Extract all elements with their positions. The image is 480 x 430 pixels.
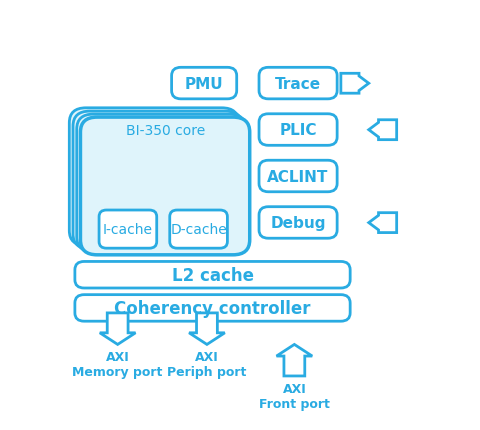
FancyBboxPatch shape xyxy=(75,262,350,289)
Text: Memory port: Memory port xyxy=(72,366,163,378)
FancyBboxPatch shape xyxy=(81,118,250,255)
Text: AXI: AXI xyxy=(106,350,130,363)
FancyBboxPatch shape xyxy=(259,161,337,192)
FancyBboxPatch shape xyxy=(75,295,350,322)
Text: Coherency controller: Coherency controller xyxy=(114,299,311,317)
Text: Debug: Debug xyxy=(270,215,326,230)
FancyBboxPatch shape xyxy=(73,112,242,249)
Text: L2 cache: L2 cache xyxy=(171,266,253,284)
FancyBboxPatch shape xyxy=(259,68,337,100)
Text: PMU: PMU xyxy=(185,77,224,91)
Polygon shape xyxy=(189,313,225,344)
Text: PLIC: PLIC xyxy=(279,123,317,138)
FancyBboxPatch shape xyxy=(259,114,337,146)
Text: D-cache: D-cache xyxy=(170,223,227,237)
FancyBboxPatch shape xyxy=(172,68,237,100)
Text: AXI: AXI xyxy=(195,350,219,363)
Text: I-cache: I-cache xyxy=(103,223,153,237)
FancyBboxPatch shape xyxy=(170,211,228,249)
FancyBboxPatch shape xyxy=(69,108,239,246)
Polygon shape xyxy=(100,313,135,344)
Polygon shape xyxy=(369,213,396,233)
FancyBboxPatch shape xyxy=(99,211,156,249)
Text: Periph port: Periph port xyxy=(167,366,247,378)
Text: Trace: Trace xyxy=(275,77,321,91)
Text: Front port: Front port xyxy=(259,397,330,410)
FancyBboxPatch shape xyxy=(259,207,337,239)
Text: BI-350 core: BI-350 core xyxy=(126,124,205,138)
Text: AXI: AXI xyxy=(283,382,306,395)
FancyBboxPatch shape xyxy=(77,115,246,252)
Polygon shape xyxy=(276,344,312,376)
Text: ACLINT: ACLINT xyxy=(267,169,329,184)
Polygon shape xyxy=(341,74,369,94)
Polygon shape xyxy=(369,120,396,140)
